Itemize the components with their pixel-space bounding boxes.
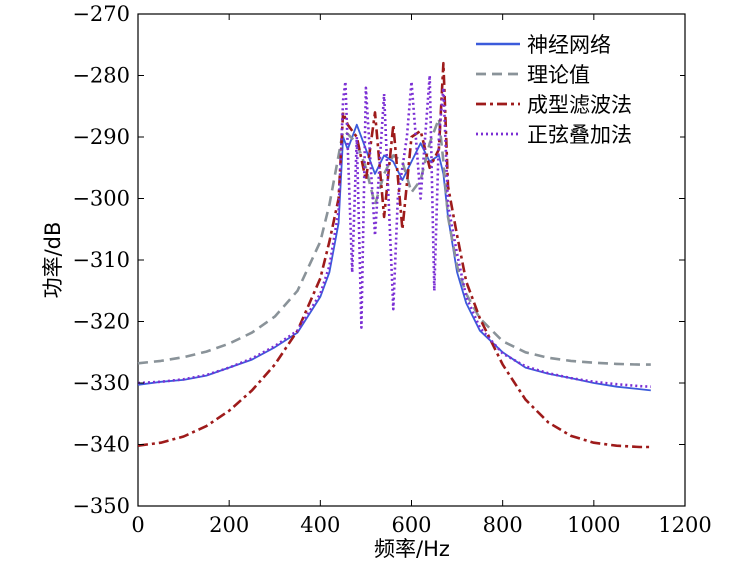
y-tick-label: −270	[72, 2, 130, 26]
y-tick-label: −290	[72, 125, 130, 149]
y-tick-label: −330	[72, 371, 130, 395]
x-tick-label: 800	[483, 513, 523, 537]
series-line-2	[137, 61, 651, 449]
legend-label-成型滤波法: 成型滤波法	[527, 93, 632, 117]
x-tick-label: 0	[131, 513, 144, 537]
x-tick-label: 1000	[567, 513, 620, 537]
y-tick-label: −280	[72, 64, 130, 88]
x-tick-label: 1200	[658, 513, 711, 537]
axes-layer: 0 200 400 600 800 1000 1200 −270 −280 −290 −300 −31…	[72, 2, 711, 537]
y-tick-label: −310	[72, 248, 130, 272]
legend-label-神经网络: 神经网络	[527, 33, 611, 57]
y-tick-label: −350	[72, 494, 130, 518]
y-tick-label: −300	[72, 187, 130, 211]
y-axis-title: 功率/dB	[41, 222, 65, 299]
series-line-3	[137, 74, 651, 388]
x-tick-label: 600	[391, 513, 431, 537]
y-tick-label: −340	[72, 433, 130, 457]
legend-label-正弦叠加法: 正弦叠加法	[527, 123, 632, 147]
legend-box	[470, 24, 680, 158]
legend-label-理论值: 理论值	[527, 63, 590, 87]
x-tick-label: 400	[300, 513, 340, 537]
legend: 神经网络 理论值 成型滤波法 正弦叠加法	[470, 24, 680, 158]
x-tick-label: 200	[209, 513, 249, 537]
x-axis-title: 频率/Hz	[374, 537, 450, 561]
series-line-1	[137, 117, 651, 366]
y-tick-label: −320	[72, 310, 130, 334]
series-layer	[137, 61, 651, 449]
